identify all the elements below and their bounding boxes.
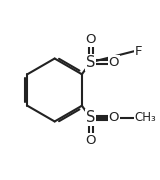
Text: S: S [86, 110, 95, 125]
Text: CH₃: CH₃ [135, 111, 157, 124]
Text: O: O [109, 56, 119, 69]
Text: F: F [135, 44, 142, 58]
Text: O: O [109, 111, 119, 124]
Text: O: O [85, 134, 96, 147]
Text: S: S [86, 55, 95, 70]
Text: O: O [85, 33, 96, 46]
